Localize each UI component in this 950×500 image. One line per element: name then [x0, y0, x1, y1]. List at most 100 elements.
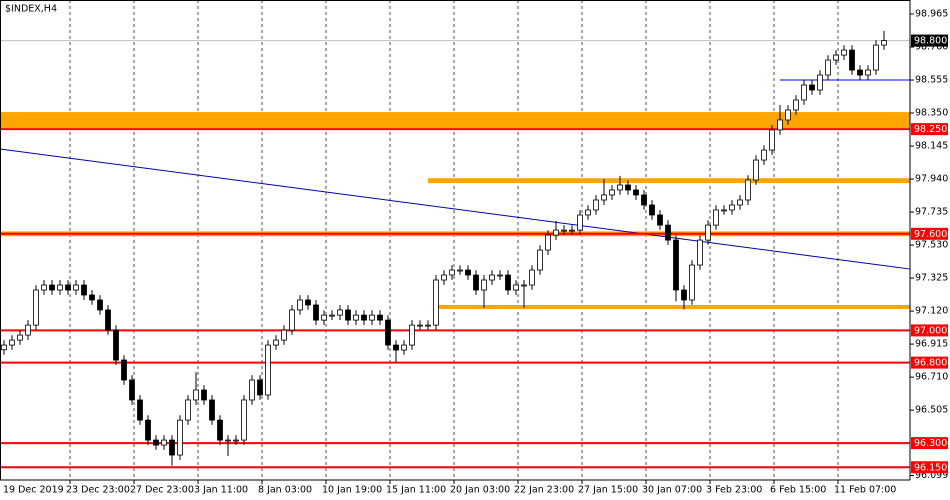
candle-body [641, 194, 647, 206]
zone [428, 178, 910, 184]
candle-body [665, 224, 671, 241]
candle-body [873, 44, 879, 71]
candle-body [137, 399, 143, 421]
y-tick-label: 98.145 [915, 141, 948, 152]
level-label-box [911, 227, 948, 240]
candle-body [201, 389, 207, 401]
y-tick-label: 98.555 [915, 75, 948, 86]
candle-body [25, 324, 31, 336]
candle-body [841, 49, 847, 56]
candle-body [65, 284, 71, 291]
candle-body [145, 419, 151, 441]
candle-body [529, 269, 535, 286]
candle-body [49, 284, 55, 291]
candle-body [369, 314, 375, 321]
candle-body [425, 324, 431, 327]
level-label-box [911, 123, 948, 136]
candle-body [609, 189, 615, 196]
x-tick-label: 27 Jan 15:00 [578, 485, 638, 496]
x-tick-label: 27 Dec 23:00 [130, 485, 194, 496]
x-tick-label: 8 Jan 03:00 [258, 485, 312, 496]
candle-body [817, 74, 823, 91]
x-tick-label: 3 Feb 23:00 [706, 485, 762, 496]
candle-body [409, 324, 415, 346]
price-label: 98.800 [914, 36, 947, 47]
candle-body [193, 389, 199, 401]
candle-body [513, 284, 519, 291]
candle-body [593, 199, 599, 211]
level-label: 96.800 [914, 358, 947, 369]
candle-body [329, 314, 335, 317]
candle-body [441, 274, 447, 281]
candle-body [497, 274, 503, 277]
candle-body [97, 299, 103, 311]
level-label: 97.600 [914, 229, 947, 240]
candle-body [185, 399, 191, 421]
candle-body [57, 284, 63, 291]
candle-body [825, 59, 831, 76]
x-tick-label: 3 Jan 11:00 [194, 485, 248, 496]
candle-body [433, 279, 439, 326]
level-label: 96.150 [914, 462, 947, 473]
candle-body [393, 344, 399, 351]
candle-body [233, 439, 239, 442]
candle-body [681, 289, 687, 301]
candle-body [121, 359, 127, 381]
candle-body [793, 99, 799, 111]
candle-body [73, 284, 79, 291]
x-tick-label: 20 Jan 03:00 [450, 485, 510, 496]
candle-body [217, 419, 223, 441]
x-tick-label: 10 Jan 19:00 [322, 485, 382, 496]
candle-body [153, 439, 159, 446]
candle-body [105, 309, 111, 331]
candle-body [129, 379, 135, 401]
candle-body [41, 284, 47, 291]
candle-body [417, 324, 423, 327]
candle-body [865, 69, 871, 76]
candle-body [697, 239, 703, 266]
candle-body [273, 339, 279, 346]
candle-body [737, 199, 743, 206]
candle-body [281, 329, 287, 341]
candle-body [449, 269, 455, 276]
candle-body [313, 304, 319, 321]
x-tick-label: 15 Jan 11:00 [386, 485, 446, 496]
candle-body [569, 229, 575, 232]
candle-body [361, 314, 367, 321]
level-label: 97.000 [914, 325, 947, 336]
x-tick-label: 30 Jan 07:00 [642, 485, 702, 496]
candle-body [849, 49, 855, 71]
candle-body [257, 379, 263, 396]
level-label: 98.250 [914, 124, 947, 135]
candle-body [729, 204, 735, 211]
candle-body [481, 279, 487, 291]
candle-body [801, 84, 807, 101]
candle-body [649, 204, 655, 216]
candle-body [761, 149, 767, 161]
y-tick-label: 98.760 [915, 42, 948, 53]
candle-body [489, 274, 495, 281]
candle-body [265, 344, 271, 396]
chart-title: $INDEX,H4 [5, 4, 57, 15]
y-tick-label: 96.505 [915, 405, 948, 416]
y-tick-label: 96.915 [915, 339, 948, 350]
candle-body [633, 189, 639, 196]
candle-body [177, 419, 183, 456]
candle-body [745, 179, 751, 201]
candle-body [225, 439, 231, 442]
candle-body [473, 274, 479, 291]
candle-body [321, 314, 327, 321]
candle-body [89, 294, 95, 301]
x-tick-label: 23 Dec 23:00 [66, 485, 130, 496]
level-label-box [911, 356, 948, 369]
candle-body [705, 224, 711, 241]
candle-body [753, 159, 759, 181]
y-tick-label: 97.735 [915, 207, 948, 218]
candle-body [249, 379, 255, 401]
candle-body [9, 339, 15, 346]
candle-body [545, 234, 551, 251]
candle-body [289, 309, 295, 331]
candle-body [721, 209, 727, 212]
candle-body [169, 439, 175, 456]
